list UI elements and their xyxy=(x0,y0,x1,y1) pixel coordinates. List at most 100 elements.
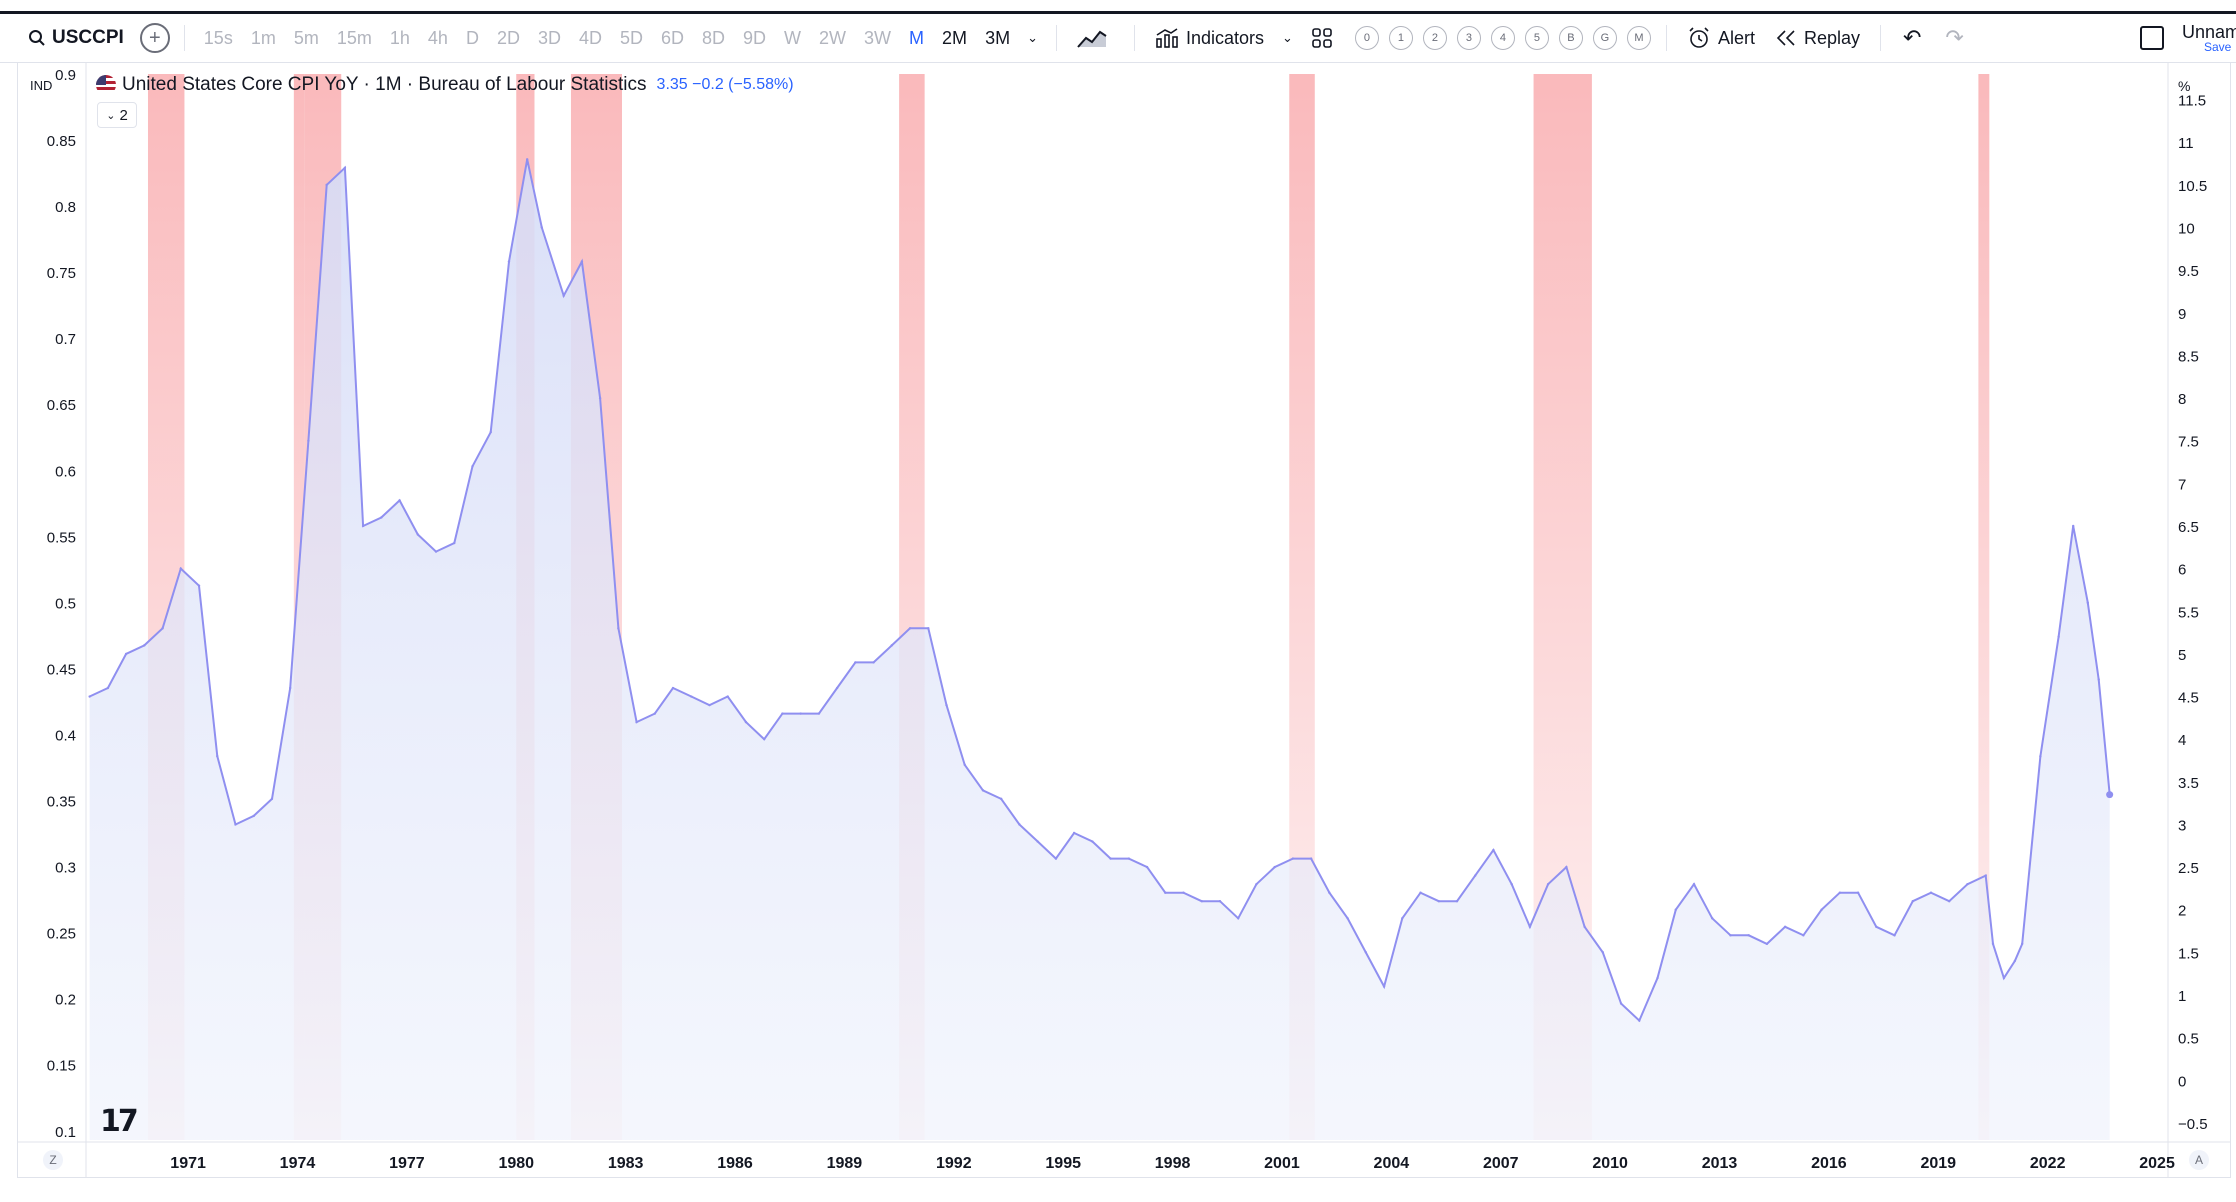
right-axis-tick-label: 7 xyxy=(2178,476,2186,493)
interval-5m[interactable]: 5m xyxy=(293,27,319,48)
time-axis-tick-label: 1995 xyxy=(1045,1155,1081,1172)
series-legend[interactable]: United States Core CPI YoY · 1M · Bureau… xyxy=(96,74,794,96)
series-point xyxy=(270,797,274,801)
interval-w[interactable]: W xyxy=(784,27,802,48)
series-point xyxy=(890,644,894,647)
time-axis-tick-label: 1998 xyxy=(1155,1155,1191,1172)
chevron-down-icon[interactable]: ⌄ xyxy=(1282,30,1293,45)
left-axis-tick-label: 0.8 xyxy=(55,199,76,216)
interval-1m[interactable]: 1m xyxy=(250,27,276,48)
alarm-clock-icon xyxy=(1689,27,1709,48)
corner-right-label: A xyxy=(2194,1153,2203,1167)
series-point xyxy=(1528,925,1532,928)
save-link[interactable]: Save xyxy=(2204,40,2232,54)
interval-15m[interactable]: 15m xyxy=(336,27,372,48)
layout-button-0[interactable]: 0 xyxy=(1354,26,1379,50)
redo-icon[interactable]: ↷ xyxy=(1945,25,1964,50)
right-axis-tick-label: 2 xyxy=(2178,903,2186,920)
interval-2m[interactable]: 2M xyxy=(942,27,968,48)
series-point xyxy=(2086,601,2089,604)
interval-3m[interactable]: 3M xyxy=(985,27,1011,48)
series-point xyxy=(2097,678,2100,681)
series-point xyxy=(1018,823,1021,826)
legend-values: 3.35 −0.2 (−5.58%) xyxy=(657,76,794,94)
time-axis-tick-label: 2001 xyxy=(1264,1155,1300,1172)
symbol-search[interactable]: USCCPI xyxy=(0,27,134,49)
layout-button-4[interactable]: 4 xyxy=(1490,26,1515,50)
checkbox-icon[interactable] xyxy=(2140,26,2164,50)
series-point xyxy=(1991,942,1995,946)
right-scale-label: % xyxy=(2178,78,2191,94)
series-point xyxy=(726,695,729,698)
add-symbol-button[interactable]: + xyxy=(139,23,170,53)
chart-type-button[interactable] xyxy=(1067,27,1124,49)
legend-value: 3.35 xyxy=(656,76,688,93)
legend-collapse-button[interactable]: ⌄ 2 xyxy=(97,102,137,128)
series-point xyxy=(963,763,966,766)
series-point xyxy=(453,541,456,545)
series-point xyxy=(1182,891,1185,894)
right-axis-tick-label: 5 xyxy=(2178,647,2186,664)
series-point xyxy=(1583,925,1586,928)
layout-button-3[interactable]: 3 xyxy=(1456,26,1481,50)
series-point xyxy=(179,567,183,570)
right-axis-tick-label: 3.5 xyxy=(2178,775,2199,792)
series-point xyxy=(380,516,383,519)
series-point xyxy=(1309,857,1313,860)
layout-button-5[interactable]: 5 xyxy=(1524,26,1549,50)
series-point xyxy=(1619,1002,1623,1005)
interval-5d[interactable]: 5D xyxy=(619,27,643,48)
left-axis-tick-label: 0.25 xyxy=(47,926,76,943)
series-point xyxy=(106,686,110,690)
interval-4d[interactable]: 4D xyxy=(578,27,602,48)
indicators-button[interactable]: Indicators xyxy=(1145,27,1274,49)
chart-pane[interactable]: 11.5 11 10.5 10 9.5 9 8.5 8 7.5 7 6.5 6 5.5 5 4.5 4 3.5 3… xyxy=(17,62,2231,1178)
divider xyxy=(1133,25,1135,51)
series-point xyxy=(635,720,638,724)
series-point xyxy=(1273,865,1276,869)
interval-3w[interactable]: 3W xyxy=(864,27,892,48)
series-point xyxy=(252,814,255,818)
right-axis-tick-label: 4.5 xyxy=(2178,690,2199,707)
left-axis-tick-label: 0.55 xyxy=(47,529,76,546)
series-point xyxy=(981,789,985,792)
last-value-dot xyxy=(2106,791,2114,799)
auto-scale-left-button[interactable]: Z xyxy=(43,1150,63,1170)
replay-button[interactable]: Replay xyxy=(1765,28,1870,49)
series-point xyxy=(1474,874,1477,877)
layout-button-b[interactable]: B xyxy=(1558,26,1583,50)
chart-canvas[interactable]: 11.51110.5109.598.587.576.565.554.543.53… xyxy=(18,62,2230,1177)
layout-button-2[interactable]: 2 xyxy=(1422,26,1447,50)
series-point xyxy=(1492,848,1495,852)
layout-button-1[interactable]: 1 xyxy=(1388,26,1413,50)
series-point xyxy=(325,183,328,187)
interval-3d[interactable]: 3D xyxy=(537,27,561,48)
interval-6d[interactable]: 6D xyxy=(661,27,685,48)
layouts-button[interactable] xyxy=(1301,27,1350,49)
left-axis-tick-label: 0.85 xyxy=(47,133,76,150)
interval-9d[interactable]: 9D xyxy=(743,27,767,48)
interval-4h[interactable]: 4h xyxy=(427,27,448,48)
layout-name[interactable]: Unnam xyxy=(2182,22,2236,42)
series-point xyxy=(1382,985,1386,988)
interval-15s[interactable]: 15s xyxy=(203,27,233,48)
interval-m[interactable]: M xyxy=(909,27,925,48)
auto-scale-right-button[interactable]: A xyxy=(2189,1150,2209,1170)
chevron-down-icon[interactable]: ⌄ xyxy=(1027,30,1038,45)
series-point xyxy=(1565,865,1568,869)
interval-d[interactable]: D xyxy=(465,27,479,48)
alert-button[interactable]: Alert xyxy=(1677,26,1765,50)
interval-8d[interactable]: 8D xyxy=(702,27,726,48)
interval-1h[interactable]: 1h xyxy=(389,27,410,48)
alert-label: Alert xyxy=(1717,27,1755,48)
series-point xyxy=(1638,1019,1641,1022)
time-axis-tick-label: 2016 xyxy=(1811,1155,1847,1172)
layout-button-g[interactable]: G xyxy=(1592,26,1617,50)
interval-2d[interactable]: 2D xyxy=(496,27,520,48)
right-axis-tick-label: 0 xyxy=(2178,1073,2186,1090)
interval-2w[interactable]: 2W xyxy=(819,27,847,48)
series-point xyxy=(2071,524,2075,528)
right-axis-tick-label: 10 xyxy=(2178,221,2195,238)
undo-icon[interactable]: ↶ xyxy=(1902,25,1922,50)
layout-button-m[interactable]: M xyxy=(1626,26,1651,50)
